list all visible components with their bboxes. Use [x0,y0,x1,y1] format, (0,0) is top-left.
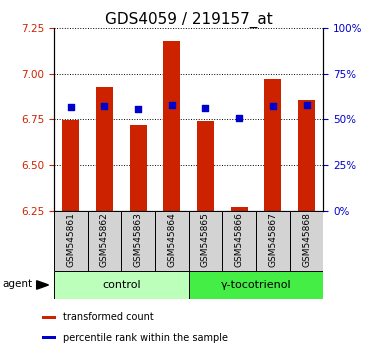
Bar [264,79,281,211]
Bar [62,120,79,211]
Text: GSM545863: GSM545863 [134,212,142,267]
Point [270,103,276,109]
Bar [88,211,121,271]
Text: percentile rank within the sample: percentile rank within the sample [63,332,228,343]
Polygon shape [37,281,49,289]
Bar [231,207,248,211]
Bar [130,125,147,211]
Text: γ-tocotrienol: γ-tocotrienol [221,280,291,290]
Text: GSM545862: GSM545862 [100,212,109,267]
Bar [256,211,290,271]
Point [303,102,310,107]
Point [203,105,209,111]
Bar [298,100,315,211]
Bar [54,271,189,299]
Title: GDS4059 / 219157_at: GDS4059 / 219157_at [105,12,273,28]
Bar [121,211,155,271]
Text: control: control [102,280,141,290]
Text: GSM545864: GSM545864 [167,212,176,267]
Bar [163,41,180,211]
Text: GSM545866: GSM545866 [235,212,244,267]
Point [236,115,242,120]
Bar [42,316,56,319]
Text: GSM545861: GSM545861 [66,212,75,267]
Text: GSM545868: GSM545868 [302,212,311,267]
Bar [290,211,323,271]
Bar [223,211,256,271]
Text: transformed count: transformed count [63,312,154,322]
Bar [197,121,214,211]
Bar [42,336,56,339]
Bar [189,271,323,299]
Point [135,107,141,112]
Point [68,104,74,109]
Bar [96,87,113,211]
Bar [54,211,88,271]
Text: agent: agent [3,279,33,289]
Bar [189,211,223,271]
Text: GSM545867: GSM545867 [268,212,277,267]
Point [101,103,107,109]
Bar [155,211,189,271]
Point [169,102,175,107]
Text: GSM545865: GSM545865 [201,212,210,267]
